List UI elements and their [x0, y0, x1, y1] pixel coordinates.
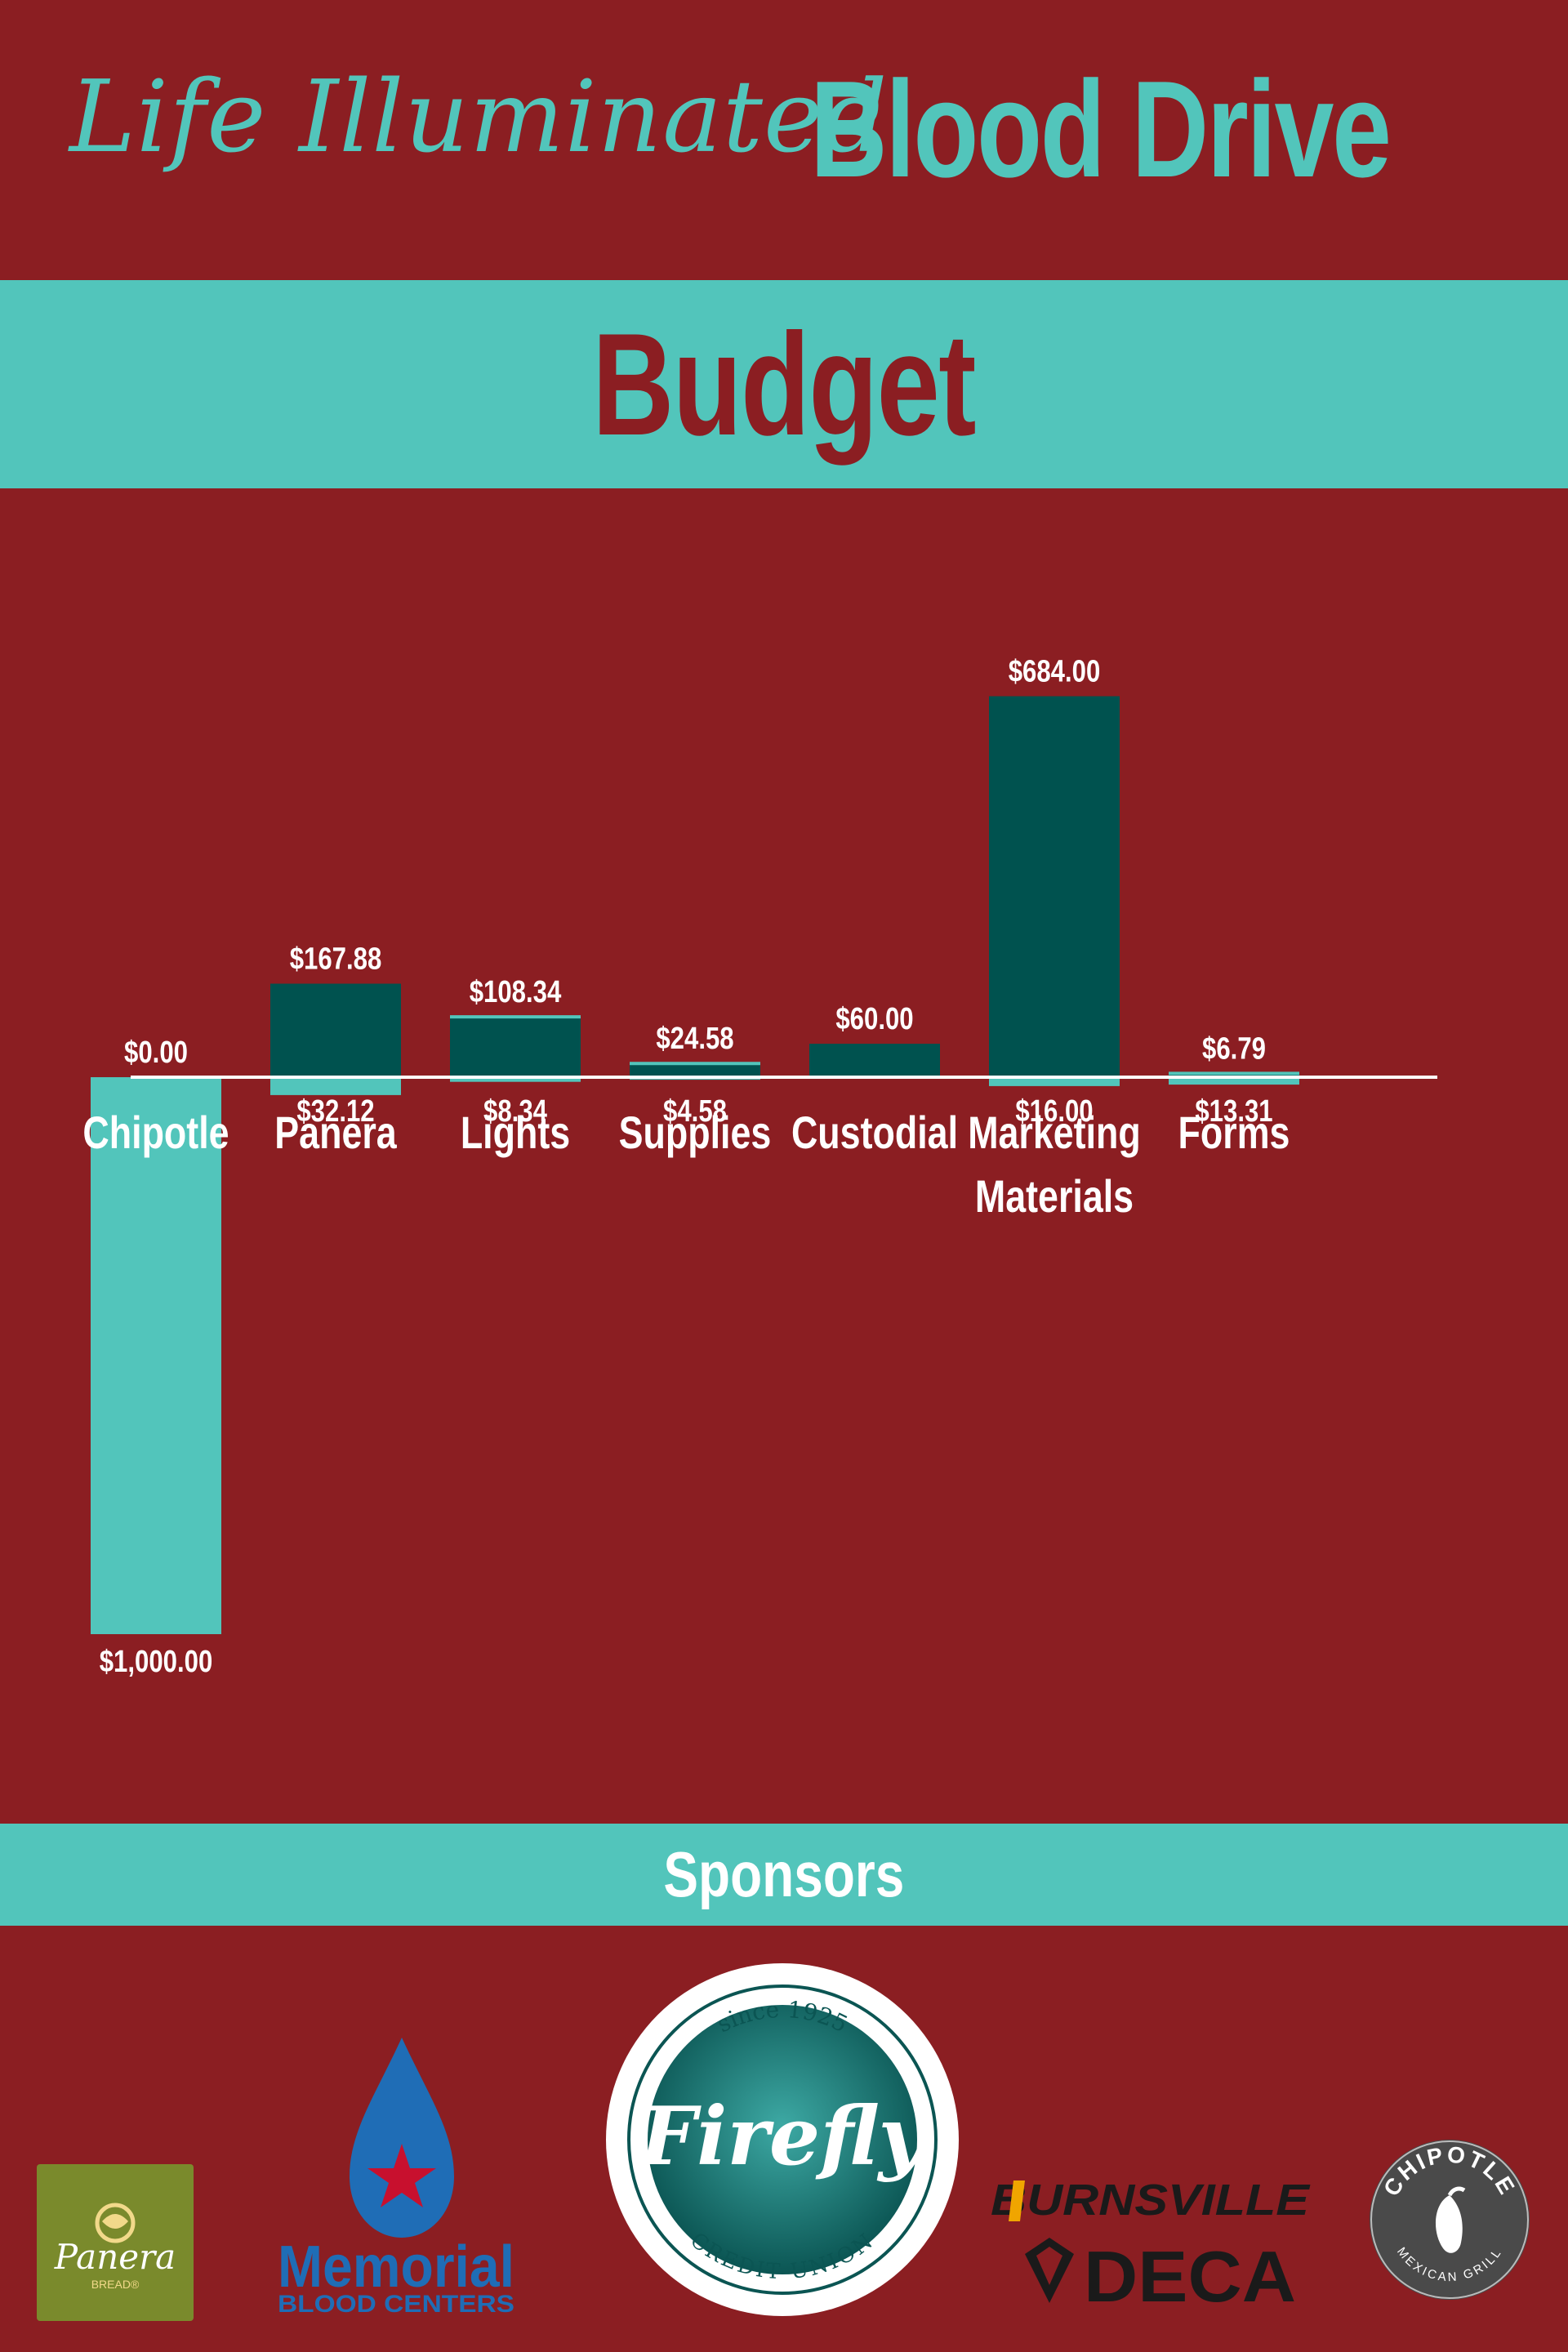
bar-positive	[989, 696, 1120, 1077]
firefly-name: Firefly	[638, 2090, 930, 2184]
poster-header: Life Illuminated Blood Drive	[0, 0, 1568, 270]
bar-accent	[1169, 1071, 1299, 1076]
bar-positive	[270, 983, 401, 1077]
bar-negative	[450, 1077, 581, 1082]
category-label: Materials	[975, 1170, 1134, 1222]
panera-logo: Panera BREAD®	[37, 2164, 194, 2321]
category-label: Custodial	[791, 1107, 958, 1158]
bar-positive	[809, 1044, 940, 1077]
firefly-logo: since 1925 Firefly CREDIT UNION	[603, 1960, 962, 2319]
value-label-positive: $24.58	[656, 1022, 733, 1056]
value-label-negative: $1,000.00	[100, 1645, 213, 1679]
bar-accent	[450, 1015, 581, 1019]
budget-chart: $0.00 $1,000.00 Chipotle $167.88 $32.12Paner…	[82, 655, 1437, 1679]
category-label: Supplies	[619, 1107, 772, 1158]
category-label: Lights	[461, 1107, 570, 1158]
bar-positive	[450, 1017, 581, 1077]
bar-negative	[270, 1077, 401, 1095]
value-label-negative: $16.00	[1015, 1094, 1093, 1129]
script-title: Life Illuminated	[69, 59, 889, 175]
panera-name: Panera	[54, 2237, 176, 2277]
category-label: Chipotle	[82, 1107, 229, 1158]
value-label-negative: $4.58	[663, 1094, 727, 1129]
value-label-negative: $13.31	[1195, 1094, 1272, 1129]
memorial-name: Memorial	[278, 2234, 514, 2300]
value-label-positive: $0.00	[124, 1036, 188, 1070]
bar-negative	[1169, 1077, 1299, 1085]
sponsors-banner: Sponsors	[0, 1824, 1568, 1926]
bar-negative	[989, 1077, 1120, 1086]
memorial-logo: Memorial BLOOD CENTERS	[270, 2038, 523, 2318]
pepper-icon	[1435, 2195, 1463, 2253]
category-label: Panera	[274, 1107, 397, 1158]
deca-name: DECA	[1084, 2236, 1296, 2311]
category-label: Forms	[1178, 1107, 1290, 1158]
sponsor-logos: Panera BREAD® Memorial BLOOD CENTERS	[0, 1927, 1568, 2352]
value-label-positive: $684.00	[1009, 655, 1101, 689]
bar-negative	[91, 1077, 221, 1634]
value-label-positive: $108.34	[470, 975, 562, 1009]
burnsville-name: BURNSVILLE	[991, 2176, 1311, 2225]
bold-title: Blood Drive	[810, 52, 1392, 206]
value-label-positive: $60.00	[835, 1002, 913, 1036]
budget-banner: Budget	[0, 280, 1568, 488]
value-label-negative: $32.12	[296, 1094, 374, 1129]
bar-positive	[1169, 1073, 1299, 1077]
value-label-negative: $8.34	[483, 1094, 548, 1129]
category-label: Marketing	[968, 1107, 1141, 1158]
memorial-sub: BLOOD CENTERS	[278, 2291, 514, 2315]
sponsors-heading: Sponsors	[663, 1838, 905, 1910]
bar-accent	[630, 1062, 760, 1066]
bar-positive	[630, 1063, 760, 1077]
value-label-positive: $167.88	[290, 942, 382, 977]
chipotle-logo: CHIPOTLE MEXICAN GRILL	[1368, 2138, 1531, 2301]
value-label-positive: $6.79	[1202, 1032, 1266, 1067]
burnsville-deca-logo: BURNSVILLE DECA	[984, 2164, 1311, 2317]
budget-heading: Budget	[592, 303, 977, 466]
panera-sub: BREAD®	[91, 2278, 140, 2291]
